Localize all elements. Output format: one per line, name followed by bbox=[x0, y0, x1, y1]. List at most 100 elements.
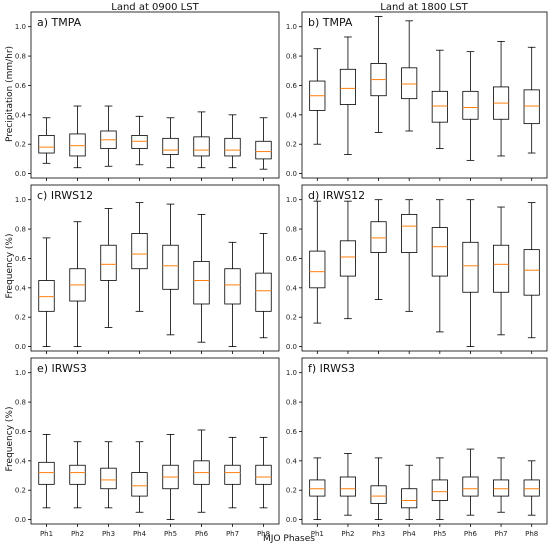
box-Ph3 bbox=[370, 16, 387, 133]
box-iqr bbox=[523, 479, 540, 497]
y-tick-label: 1.0 bbox=[286, 23, 297, 31]
panel-frame bbox=[301, 357, 548, 525]
box-Ph3 bbox=[370, 457, 387, 520]
box-Ph4 bbox=[401, 199, 418, 312]
box-Ph6 bbox=[193, 429, 210, 513]
box-iqr bbox=[224, 268, 241, 305]
y-tick-label: 0.6 bbox=[286, 428, 298, 436]
y-tick-label: 0.4 bbox=[286, 111, 298, 119]
panel-label: f) IRWS3 bbox=[308, 362, 355, 375]
panel-1: 0.0 0.2 0.4 0.6 0.8 1.0 a) TMPA bbox=[15, 11, 280, 181]
box-Ph8 bbox=[255, 117, 272, 170]
box-Ph8 bbox=[255, 233, 272, 339]
box-iqr bbox=[523, 89, 540, 125]
box-iqr bbox=[431, 479, 448, 501]
box-Ph4 bbox=[401, 20, 418, 132]
box-Ph5 bbox=[162, 203, 179, 336]
y-tick-label: 0.4 bbox=[15, 284, 27, 292]
box-iqr bbox=[193, 260, 210, 305]
panel-frame bbox=[30, 11, 280, 179]
y-tick-label: 0.0 bbox=[15, 170, 26, 178]
box-iqr bbox=[131, 134, 148, 150]
box-iqr bbox=[462, 241, 479, 293]
box-iqr bbox=[309, 479, 326, 497]
box-Ph4 bbox=[131, 441, 148, 513]
y-tick-label: 1.0 bbox=[286, 196, 297, 204]
x-tick-label: Ph6 bbox=[195, 530, 209, 538]
x-tick-label: Ph2 bbox=[341, 530, 354, 538]
box-iqr bbox=[462, 476, 479, 497]
box-iqr bbox=[401, 67, 418, 100]
y-tick-label: 0.0 bbox=[286, 516, 297, 524]
y-tick-label: 0.6 bbox=[15, 255, 27, 263]
y-tick-label: 0.0 bbox=[286, 343, 297, 351]
box-Ph1 bbox=[309, 48, 326, 145]
panel-label: c) IRWS12 bbox=[37, 189, 93, 202]
box-iqr bbox=[69, 464, 86, 485]
y-tick-label: 0.6 bbox=[286, 255, 298, 263]
box-Ph6 bbox=[193, 213, 210, 343]
box-iqr bbox=[224, 464, 241, 485]
y-tick-label: 0.6 bbox=[15, 82, 27, 90]
box-iqr bbox=[69, 133, 86, 157]
box-Ph3 bbox=[100, 208, 117, 328]
x-tick-label: Ph8 bbox=[257, 530, 270, 538]
box-Ph2 bbox=[339, 36, 356, 155]
x-tick-label: Ph7 bbox=[495, 530, 508, 538]
y-tick-label: 0.4 bbox=[15, 457, 27, 465]
y-tick-label: 0.2 bbox=[286, 487, 297, 495]
panel-label: e) IRWS3 bbox=[37, 362, 87, 375]
box-Ph7 bbox=[493, 206, 510, 336]
box-iqr bbox=[493, 244, 510, 293]
y-tick-label: 0.4 bbox=[15, 111, 27, 119]
panel-frame bbox=[301, 184, 548, 352]
panel-label: b) TMPA bbox=[308, 16, 353, 29]
box-Ph1 bbox=[38, 117, 55, 164]
panel-frame bbox=[301, 11, 548, 179]
box-iqr bbox=[309, 250, 326, 289]
box-Ph1 bbox=[309, 457, 326, 520]
box-Ph7 bbox=[493, 457, 510, 513]
y-tick-label: 0.0 bbox=[286, 170, 297, 178]
box-iqr bbox=[162, 244, 179, 290]
column-title-left: Land at 0900 LST bbox=[111, 2, 199, 13]
box-Ph7 bbox=[493, 40, 510, 157]
x-tick-label: Ph5 bbox=[164, 530, 177, 538]
box-iqr bbox=[431, 227, 448, 277]
y-tick-label: 0.6 bbox=[15, 428, 27, 436]
panels: 0.0 0.2 0.4 0.6 0.8 1.0 a) TMPA 0.0 0.2 0.4 0.6 0.8… bbox=[15, 11, 548, 538]
box-iqr bbox=[100, 244, 117, 281]
column-title-right: Land at 1800 LST bbox=[380, 2, 468, 13]
box-Ph8 bbox=[523, 202, 540, 339]
x-axis-label: MJO Phases bbox=[263, 534, 315, 544]
panel-3: 0.0 0.2 0.4 0.6 0.8 1.0 c) IRWS12 bbox=[15, 184, 280, 354]
box-Ph2 bbox=[339, 453, 356, 516]
box-iqr bbox=[193, 136, 210, 157]
x-tick-label: Ph6 bbox=[464, 530, 478, 538]
box-Ph8 bbox=[523, 460, 540, 516]
box-Ph6 bbox=[462, 199, 479, 347]
x-tick-label: Ph3 bbox=[372, 530, 385, 538]
panel-label: a) TMPA bbox=[37, 16, 82, 29]
box-iqr bbox=[370, 485, 387, 504]
y-tick-label: 1.0 bbox=[15, 369, 26, 377]
box-iqr bbox=[431, 90, 448, 123]
y-tick-label: 1.0 bbox=[286, 369, 297, 377]
box-Ph6 bbox=[462, 448, 479, 516]
y-axis-label-row3: Frequency (%) bbox=[5, 407, 15, 472]
y-tick-label: 1.0 bbox=[15, 196, 26, 204]
panel-6: 0.0 0.2 0.4 0.6 0.8 1.0 Ph1 Ph2 Ph3 Ph4 Ph5 Ph6 Ph7 P… bbox=[286, 357, 548, 538]
panel-4: 0.0 0.2 0.4 0.6 0.8 1.0 d) IRWS12 bbox=[286, 184, 548, 354]
box-Ph8 bbox=[523, 46, 540, 154]
box-Ph5 bbox=[431, 457, 448, 520]
panel-2: 0.0 0.2 0.4 0.6 0.8 1.0 b) TMPA bbox=[286, 11, 548, 181]
x-tick-label: Ph3 bbox=[102, 530, 115, 538]
box-iqr bbox=[131, 472, 148, 497]
x-tick-label: Ph2 bbox=[71, 530, 84, 538]
box-Ph5 bbox=[162, 433, 179, 520]
box-iqr bbox=[339, 68, 356, 105]
box-iqr bbox=[131, 233, 148, 270]
box-Ph3 bbox=[100, 441, 117, 509]
box-iqr bbox=[462, 90, 479, 120]
